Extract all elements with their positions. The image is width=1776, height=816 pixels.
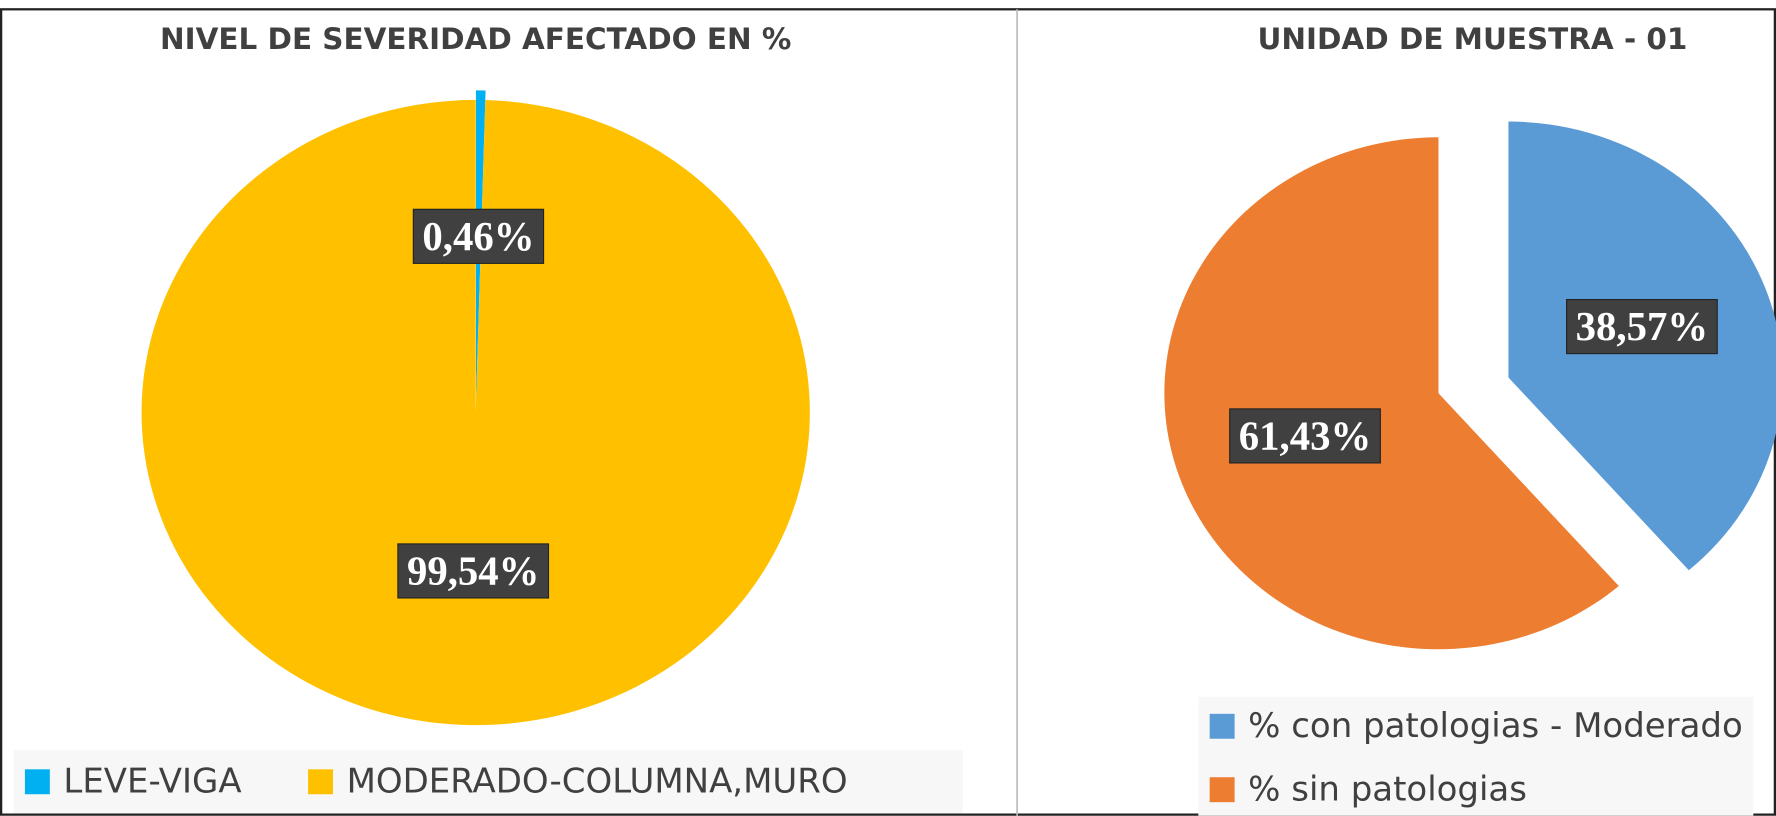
legend-swatch xyxy=(1209,713,1235,739)
legend-label: LEVE-VIGA xyxy=(63,761,241,801)
legend-label: % sin patologias xyxy=(1248,769,1527,809)
legend-swatch xyxy=(24,769,50,795)
legend-swatch xyxy=(1209,777,1235,803)
legend-background xyxy=(13,750,963,814)
data-label: 0,46% xyxy=(422,214,534,259)
legend-background xyxy=(1198,696,1754,816)
data-label: 61,43% xyxy=(1239,413,1371,458)
pie-slice xyxy=(141,99,810,726)
pie-chart: NIVEL DE SEVERIDAD AFECTADO EN % 0,46% 99,… xyxy=(13,22,963,814)
data-label: 38,57% xyxy=(1576,304,1709,349)
legend-label: % con patologias - Moderado xyxy=(1248,706,1743,746)
legend-swatch xyxy=(308,769,333,795)
pie-slice xyxy=(1164,137,1619,650)
data-label-box xyxy=(1229,408,1381,464)
chart-title: NIVEL DE SEVERIDAD AFECTADO EN % xyxy=(160,22,791,56)
data-label: 99,54% xyxy=(407,548,539,593)
pie-chart: UNIDAD DE MUESTRA - 01 38,57% 61,43% % con … xyxy=(1164,22,1776,816)
data-label-box xyxy=(397,543,550,599)
legend-label: MODERADO-COLUMNA,MURO xyxy=(347,761,848,801)
data-label-box xyxy=(1566,298,1718,355)
chart-title: UNIDAD DE MUESTRA - 01 xyxy=(1257,22,1687,56)
data-label-box xyxy=(412,208,545,264)
